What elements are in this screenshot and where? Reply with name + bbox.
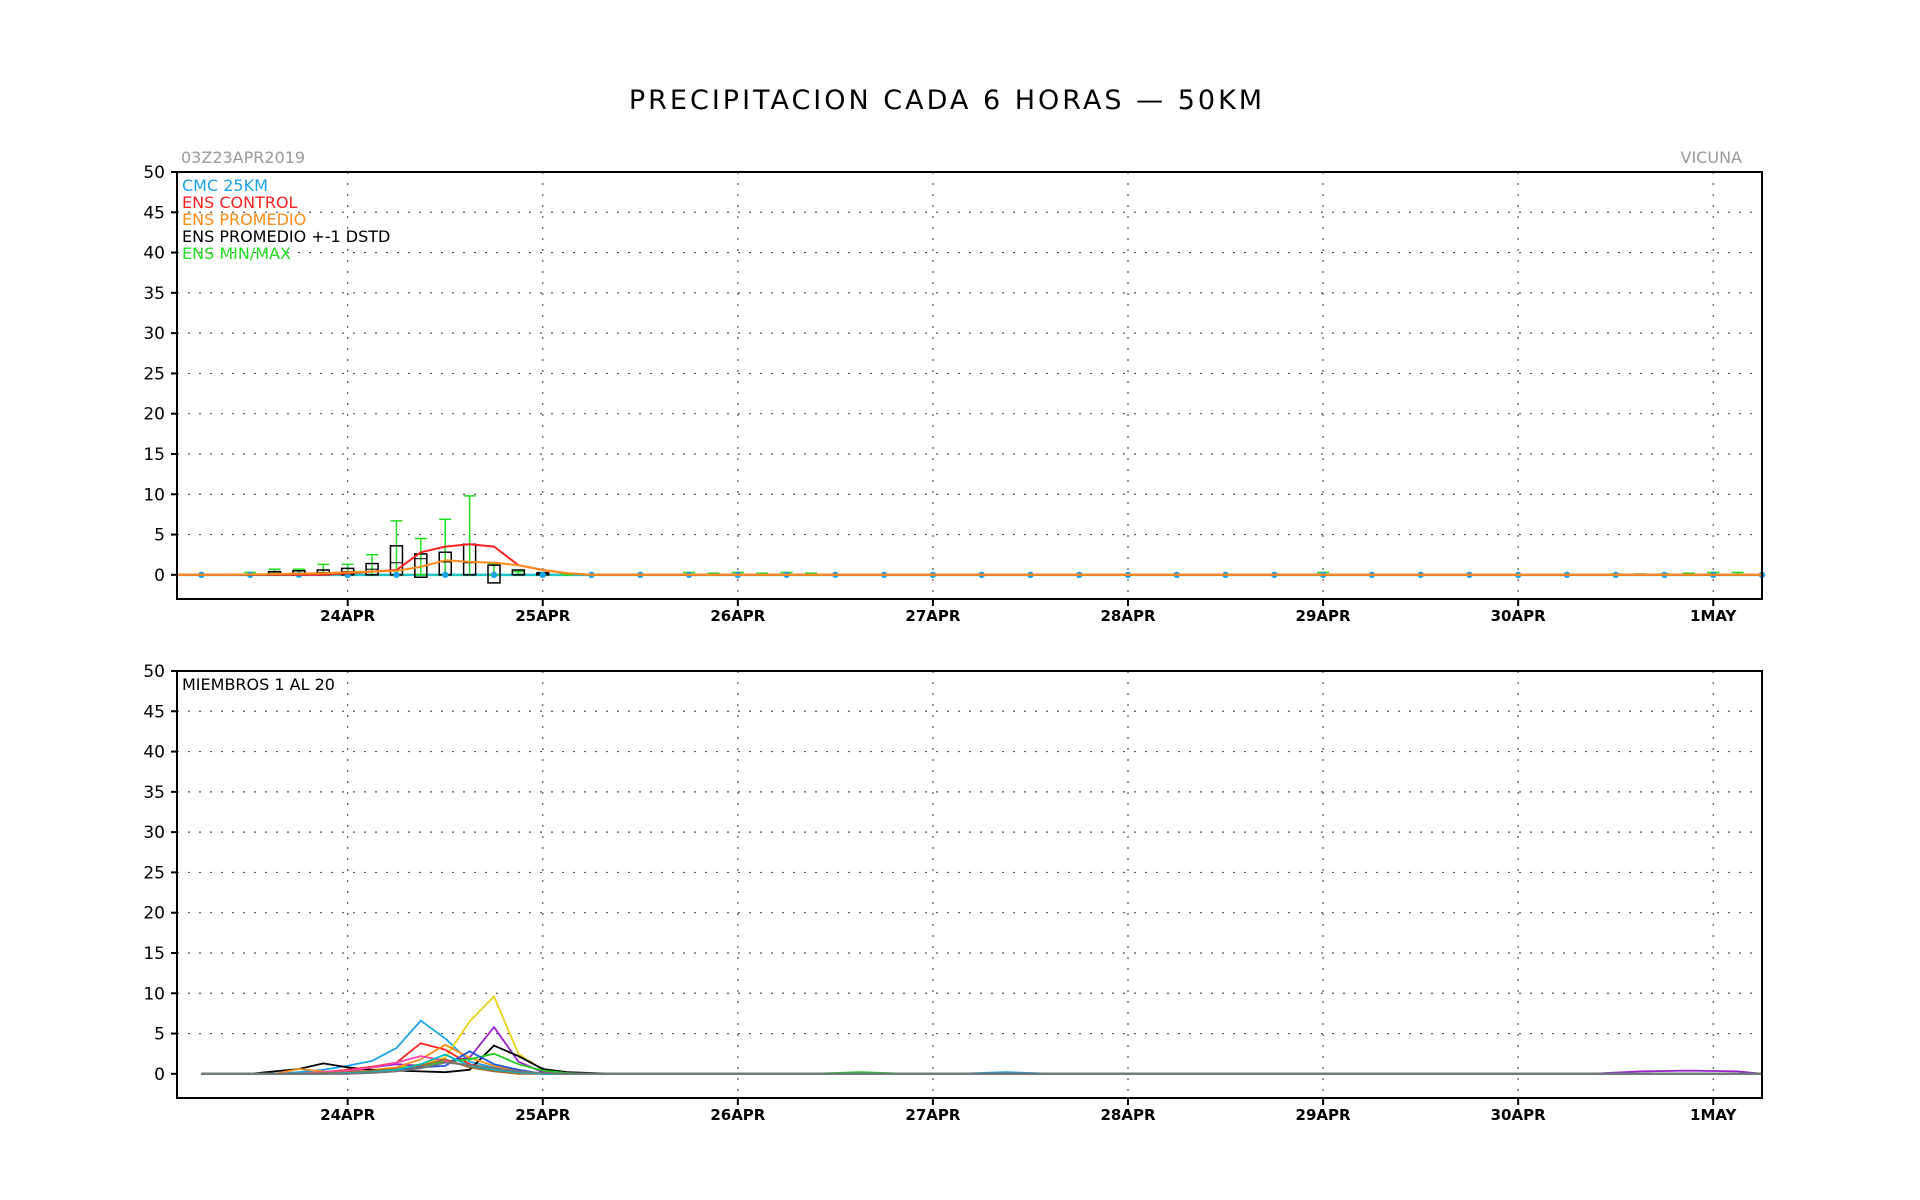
legend-entry: ENS PROMEDIO (182, 210, 306, 229)
bottom-grid (177, 671, 1762, 1098)
y-tick-label: 40 (143, 743, 165, 763)
x-tick-label: 1MAY (1690, 1106, 1738, 1124)
bottom-y-ticks: 0 5 10 15 20 25 30 35 40 45 50 (143, 662, 177, 1085)
x-tick-label: 25APR (515, 607, 570, 625)
cmc-point (490, 571, 498, 579)
y-tick-label: 30 (143, 324, 165, 344)
bottom-member-series (201, 994, 1763, 1075)
x-tick-label: 27APR (905, 1106, 960, 1124)
y-tick-label: 15 (143, 445, 165, 465)
y-tick-label: 45 (143, 203, 165, 223)
y-tick-label: 15 (143, 944, 165, 964)
legend-entry: ENS MIN/MAX (182, 244, 291, 263)
x-tick-label: 24APR (320, 607, 375, 625)
top-series (177, 543, 1766, 579)
x-tick-label: 29APR (1296, 607, 1351, 625)
x-tick-label: 28APR (1100, 607, 1155, 625)
y-tick-label: 25 (143, 364, 165, 384)
y-tick-label: 20 (143, 405, 165, 425)
promedio-line (177, 559, 1762, 576)
x-tick-label: 1MAY (1690, 607, 1738, 625)
x-tick-label: 27APR (905, 607, 960, 625)
legend-entry: CMC 25KM (182, 176, 268, 195)
y-tick-label: 35 (143, 783, 165, 803)
station-label: VICUNA (1681, 148, 1743, 167)
y-tick-label: 25 (143, 863, 165, 883)
bottom-panel: 0 5 10 15 20 25 30 35 40 45 50 24APR 25APR 26APR 27AP… (143, 662, 1763, 1124)
y-tick-label: 40 (143, 244, 165, 264)
y-tick-label: 20 (143, 904, 165, 924)
x-tick-label: 30APR (1491, 1106, 1546, 1124)
bottom-x-ticks: 24APR 25APR 26APR 27APR 28APR 29APR 30APR 1MAY (320, 1098, 1738, 1124)
y-tick-label: 0 (154, 1065, 165, 1085)
y-tick-label: 50 (143, 163, 165, 183)
member-line (201, 1061, 1762, 1075)
legend-entry: ENS CONTROL (182, 193, 298, 212)
x-tick-label: 24APR (320, 1106, 375, 1124)
legend-entry: ENS PROMEDIO +-1 DSTD (182, 227, 390, 246)
y-tick-label: 5 (154, 1025, 165, 1045)
y-tick-label: 0 (154, 566, 165, 586)
y-tick-label: 35 (143, 284, 165, 304)
bottom-plot-frame (176, 670, 1763, 1099)
y-tick-label: 50 (143, 662, 165, 682)
x-tick-label: 25APR (515, 1106, 570, 1124)
y-tick-label: 5 (154, 526, 165, 546)
member-line (201, 1052, 1762, 1075)
x-tick-label: 29APR (1296, 1106, 1351, 1124)
cmc-point (539, 571, 546, 579)
x-tick-label: 28APR (1100, 1106, 1155, 1124)
top-grid (177, 172, 1762, 599)
chart-title: PRECIPITACION CADA 6 HORAS — 50KM (629, 85, 1265, 116)
y-tick-label: 10 (143, 984, 165, 1004)
run-label: 03Z23APR2019 (181, 148, 305, 167)
top-x-ticks: 24APR 25APR 26APR 27APR 28APR 29APR 30APR 1MAY (320, 599, 1738, 625)
cmc-point (393, 571, 400, 579)
y-tick-label: 45 (143, 702, 165, 722)
top-plot-frame (176, 171, 1763, 600)
top-panel: 0 5 10 15 20 25 30 35 40 45 50 24APR 25APR 26APR 27AP… (143, 163, 1766, 625)
top-y-ticks: 0 5 10 15 20 25 30 35 40 45 50 (143, 163, 177, 586)
x-tick-label: 30APR (1491, 607, 1546, 625)
y-tick-label: 10 (143, 485, 165, 505)
cmc-point (442, 571, 449, 579)
x-tick-label: 26APR (710, 1106, 765, 1124)
y-tick-label: 30 (143, 823, 165, 843)
bottom-annotation: MIEMBROS 1 AL 20 (182, 675, 335, 694)
x-tick-label: 26APR (710, 607, 765, 625)
std-box (487, 564, 501, 584)
